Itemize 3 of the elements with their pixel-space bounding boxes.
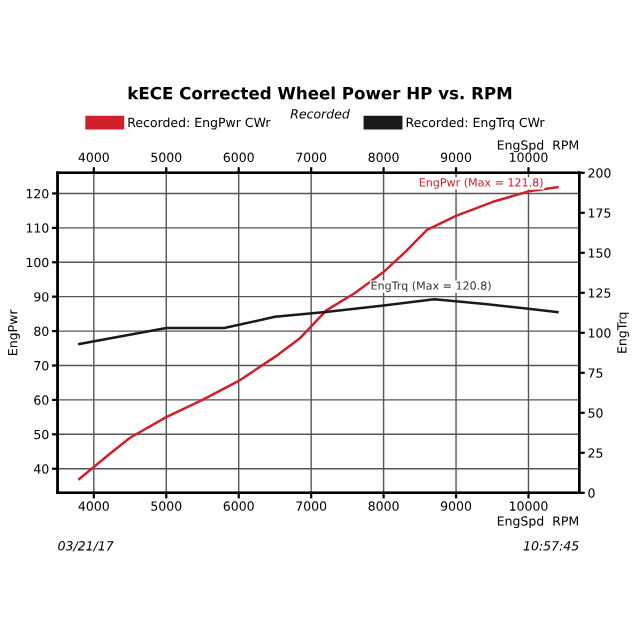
chart-title: kECE Corrected Wheel Power HP vs. RPM xyxy=(128,86,512,100)
line-series xyxy=(78,186,559,481)
line-series xyxy=(78,297,559,346)
